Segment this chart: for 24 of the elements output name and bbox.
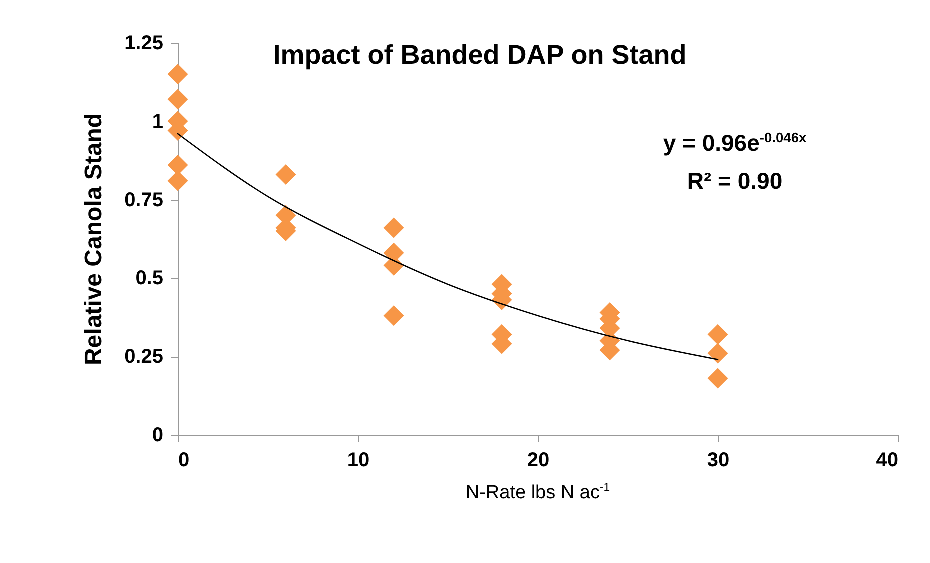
point — [168, 89, 188, 110]
y-tick-label: 1.25 — [124, 32, 164, 54]
x-axis-title: N-Rate lbs N ac$^{-1}$ — [464, 482, 612, 504]
x-tick-label: 40 — [876, 450, 898, 472]
point — [708, 343, 728, 364]
x-tick-label: 0 — [178, 450, 190, 472]
chart-title: Impact of Banded DAP on Stand — [272, 40, 688, 71]
y-tick-label: 0.25 — [124, 346, 164, 368]
point — [384, 218, 404, 238]
y-axis-title: Relative Canola Stand — [80, 113, 108, 366]
x-tick-label: 10 — [347, 450, 370, 472]
y-tick-label: 1 — [152, 110, 164, 133]
annotation: y = 0.96e$^{-0.046x}$ — [662, 130, 808, 157]
point — [708, 368, 728, 389]
annotation: R² = 0.90 — [686, 168, 784, 195]
x-tick-label: 20 — [527, 450, 550, 472]
point — [384, 306, 404, 326]
y-tick-label: 0.75 — [124, 189, 164, 212]
y-tick-label: 0 — [152, 424, 164, 446]
point — [708, 324, 728, 345]
point — [168, 64, 188, 85]
point — [276, 164, 296, 185]
y-tick-label: 0.5 — [136, 268, 164, 290]
x-tick-label: 30 — [707, 450, 730, 472]
